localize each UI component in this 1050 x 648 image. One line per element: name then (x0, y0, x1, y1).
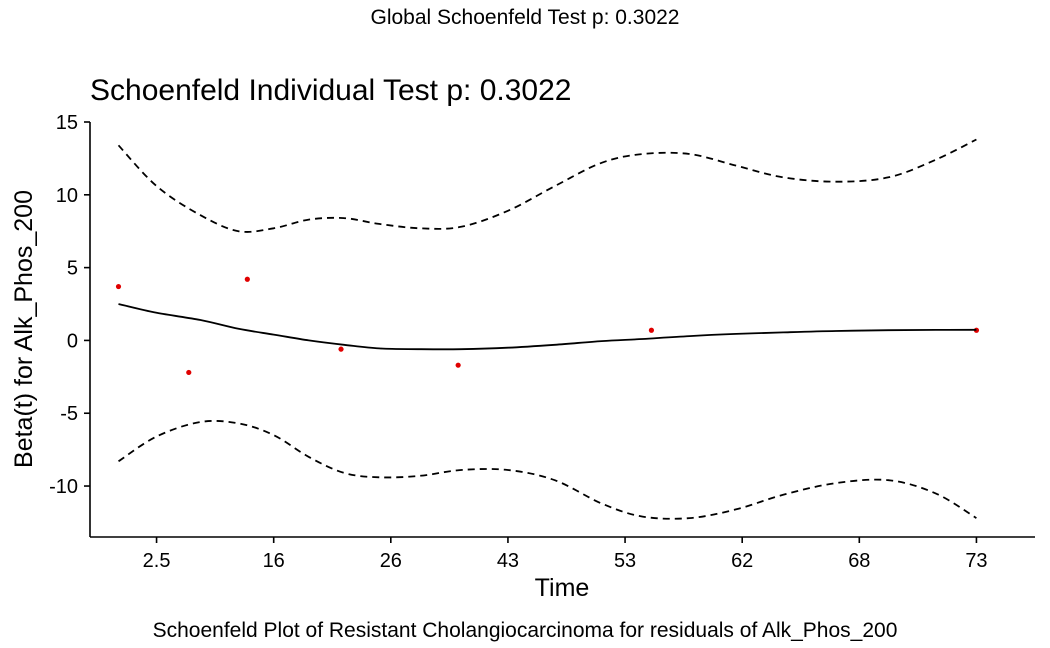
global-test-title: Global Schoenfeld Test p: 0.3022 (370, 6, 680, 29)
lower-confidence-band (118, 419, 977, 520)
upper-confidence-band (117, 138, 977, 233)
plot-area (115, 138, 980, 520)
residual-point (244, 276, 250, 282)
chart-title: Schoenfeld Individual Test p: 0.3022 (90, 74, 572, 107)
figure-caption: Schoenfeld Plot of Resistant Cholangioca… (152, 619, 898, 642)
x-tick-label: 53 (614, 550, 636, 572)
x-tick-label: 73 (965, 550, 987, 572)
x-tick-label: 2.5 (143, 550, 171, 572)
x-axis-title: Time (535, 574, 590, 602)
y-axis-title: Beta(t) for Alk_Phos_200 (10, 190, 38, 468)
residual-point (115, 283, 122, 290)
residual-point (338, 346, 344, 352)
residual-point (455, 362, 461, 368)
residual-point (186, 369, 192, 376)
x-tick-label: 62 (731, 550, 753, 572)
y-tick-label: 5 (67, 258, 78, 280)
x-tick-label: 68 (848, 550, 870, 572)
x-tick-label: 16 (263, 550, 285, 572)
beta-smooth-line (118, 303, 977, 351)
axes: -10 -5 0 5 10 15 2.5 16 26 43 53 62 68 73 (49, 112, 987, 572)
y-tick-label: 0 (67, 330, 78, 352)
x-tick-label: 43 (497, 550, 519, 572)
x-tick-label: 26 (380, 550, 402, 572)
y-tick-label: -5 (60, 403, 78, 425)
y-tick-label: -10 (49, 476, 78, 498)
y-tick-label: 15 (56, 112, 78, 134)
residual-point (648, 327, 655, 333)
y-tick-label: 10 (56, 185, 78, 207)
